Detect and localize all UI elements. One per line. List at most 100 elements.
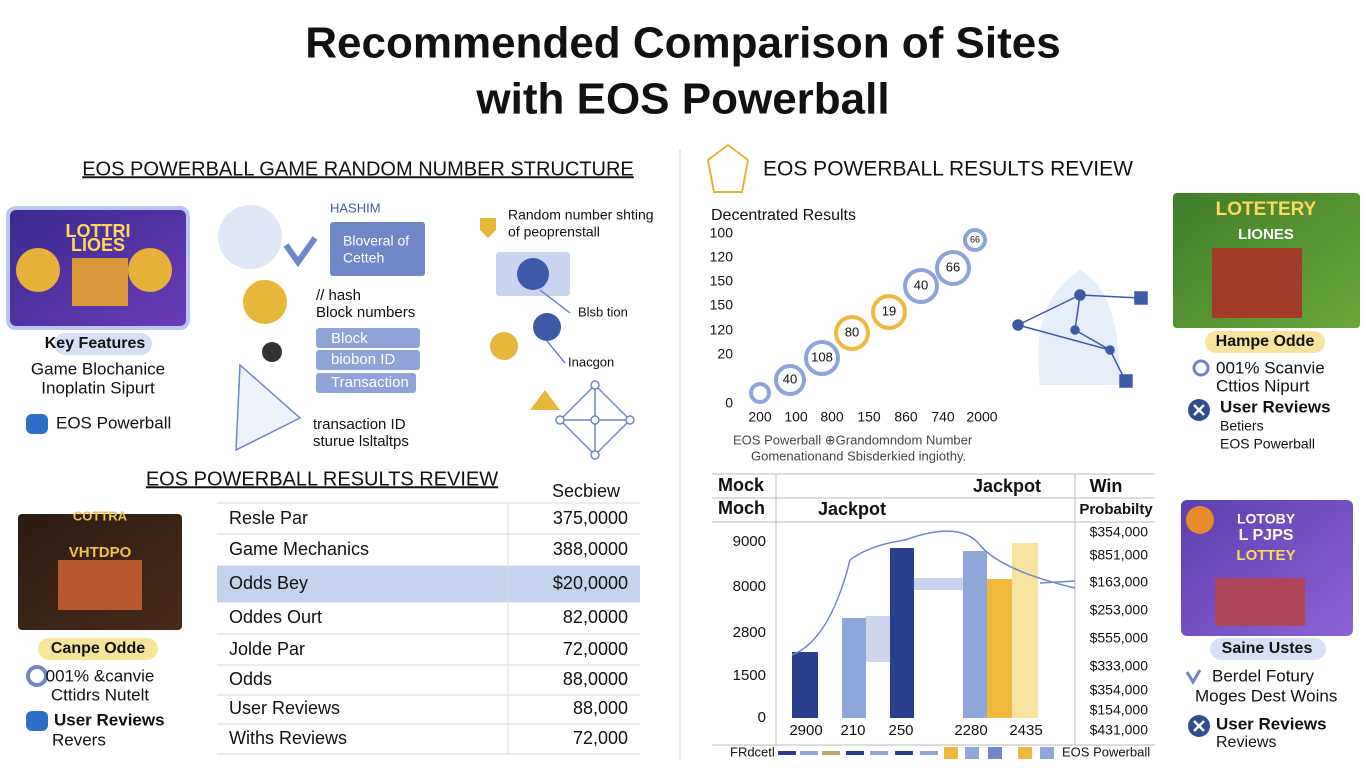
axis-label: 120	[710, 249, 734, 265]
random-title: Random number shting	[508, 207, 654, 223]
card-art-text: VHTDPO	[69, 544, 132, 561]
axis-label: 2000	[966, 409, 997, 425]
legend-label: EOS Powerball	[1062, 744, 1150, 759]
card-link-sub: Revers	[52, 730, 106, 749]
card-line: Cttios Nipurt	[1216, 376, 1310, 395]
row-value: $20,0000	[553, 573, 628, 593]
pill	[54, 333, 152, 355]
cloud	[1038, 270, 1120, 385]
card-art-text: LOTTRI	[66, 221, 131, 241]
connector	[539, 289, 571, 364]
axis-label: 2900	[789, 722, 822, 739]
hash-box-text: Bloveral of	[343, 233, 409, 249]
node-label: Blsb tion	[578, 304, 628, 319]
card-art-text: LOTTEY	[1236, 547, 1295, 564]
card-art-text: COTTRA	[73, 508, 128, 523]
row-value: 88,000	[573, 698, 628, 718]
card-link: User Reviews	[54, 710, 165, 729]
axis-label: 9000	[733, 533, 766, 550]
axis-label: 100	[710, 225, 734, 241]
card-art-text: LIONES	[1238, 226, 1294, 243]
win-value: $253,000	[1090, 602, 1149, 618]
icon	[262, 342, 282, 362]
card-label: Canpe Odde	[51, 640, 145, 657]
axis-label: 100	[784, 409, 808, 425]
win-value: $154,000	[1090, 702, 1149, 718]
card-line: Game Blochanice	[31, 359, 165, 378]
win-value: $163,000	[1090, 574, 1149, 590]
point-label: 66	[946, 259, 960, 274]
axis-label: 150	[857, 409, 881, 425]
icon	[530, 390, 560, 410]
point	[749, 382, 771, 404]
axis-label: 0	[725, 395, 733, 411]
section-heading: EOS POWERBALL RESULTS REVIEW	[763, 158, 1133, 181]
row-label: User Reviews	[229, 698, 340, 718]
win-value: $333,000	[1090, 658, 1149, 674]
row-highlight	[217, 566, 640, 602]
decorations	[6, 143, 1360, 760]
card-label: Saine Ustes	[1222, 640, 1313, 657]
point-label: 80	[845, 324, 859, 339]
row-label: Odds	[229, 669, 272, 689]
card-link: User Reviews	[1216, 714, 1327, 733]
column-header: Jackpot	[818, 499, 886, 519]
card-link: EOS Powerball	[56, 413, 171, 432]
row-label: Game Mechanics	[229, 539, 369, 559]
point	[935, 250, 971, 286]
axis-label: 1500	[733, 667, 766, 684]
hash-caption: Block numbers	[316, 304, 415, 321]
grid	[72, 258, 128, 306]
card-link-sub: EOS Powerball	[1220, 436, 1315, 452]
pill	[1205, 331, 1325, 353]
row-value: 82,0000	[563, 607, 628, 627]
axis-label: 2280	[954, 722, 987, 739]
icon	[26, 665, 48, 687]
point-label: 66	[970, 234, 980, 244]
row-label: Jolde Par	[229, 639, 305, 659]
row-label: Resle Par	[229, 508, 308, 528]
row-value: 375,0000	[553, 508, 628, 528]
grid	[1212, 248, 1302, 318]
card-art-text: LIOES	[71, 235, 125, 255]
row-label: Withs Reviews	[229, 728, 347, 748]
axis-label: 2800	[733, 624, 766, 641]
legend-swatches	[778, 747, 1054, 759]
axis-label: 250	[888, 722, 913, 739]
random-title: of peoprenstall	[508, 224, 600, 240]
axis-label: 120	[710, 322, 734, 338]
row-label: Odds Bey	[229, 573, 308, 593]
icon	[1192, 359, 1210, 377]
axis-label: 860	[894, 409, 918, 425]
check	[283, 236, 318, 268]
point-label: 19	[882, 303, 896, 318]
win-value: $851,000	[1090, 547, 1149, 563]
win-value: $354,000	[1090, 682, 1149, 698]
chart-caption: Gomenationand Sbisderkied ingiothy.	[751, 448, 966, 463]
win-value: $354,000	[1090, 524, 1149, 540]
column-header: Probabilty	[1079, 501, 1153, 518]
pill	[316, 350, 420, 370]
table-lines	[712, 473, 1155, 746]
card-link: User Reviews	[1220, 397, 1331, 416]
axis-label: 800	[820, 409, 844, 425]
pill	[38, 638, 158, 660]
section-heading: EOS POWERBALL GAME RANDOM NUMBER STRUCTU…	[82, 158, 634, 180]
point	[963, 228, 987, 252]
column-header: Win	[1090, 476, 1123, 496]
point	[774, 364, 806, 396]
check	[1185, 669, 1202, 685]
coin	[128, 248, 172, 292]
node	[490, 332, 518, 360]
pill	[316, 328, 420, 348]
x	[1193, 404, 1205, 416]
card-link-sub: Betiers	[1220, 418, 1264, 434]
hash-footer: sturue lsltaltps	[313, 433, 409, 450]
column-header: Secbiew	[552, 481, 621, 501]
coin	[243, 280, 287, 324]
hash-title: HASHIM	[330, 200, 381, 215]
card-line: Inoplatin Sipurt	[41, 378, 155, 397]
icon	[26, 414, 48, 434]
column-header: Moch	[718, 498, 765, 518]
